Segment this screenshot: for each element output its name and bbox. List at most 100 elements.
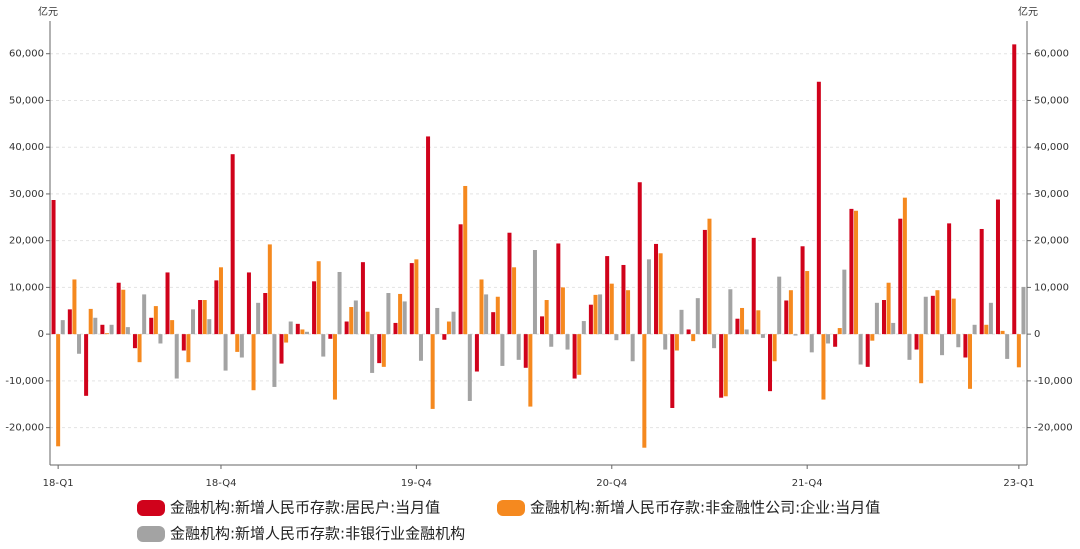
bar [984,324,989,335]
x-tick-label: 20-Q4 [596,478,627,489]
bar [988,302,993,335]
bar [956,334,961,348]
bar [560,287,565,335]
bar [712,334,717,349]
bar [723,334,728,397]
y-axis-label: 亿元 [38,5,58,18]
bar [581,321,586,335]
y2-tick-label: 60,000 [1034,49,1069,60]
bar [919,334,924,384]
y-tick-label: -20,000 [5,423,44,434]
bar [214,280,219,335]
bar [239,334,244,358]
bar [72,279,77,335]
bar [512,267,517,335]
bar [637,182,642,335]
bar [349,307,354,335]
bar [663,334,668,350]
bar [1021,286,1026,335]
bar [621,264,626,335]
bar [467,334,472,401]
bar [658,253,663,335]
bar [60,320,65,335]
bar [523,334,528,368]
bar [272,334,277,387]
bar [332,334,337,400]
bar [842,269,847,335]
bar [370,334,375,373]
y-tick-label: -10,000 [5,376,44,387]
bar [516,334,521,360]
bar [800,246,805,335]
bar [995,199,1000,335]
x-tick-label: 18-Q1 [43,478,74,489]
x-tick-label: 19-Q4 [401,478,432,489]
bar [458,224,463,335]
bar [849,208,854,335]
bar [793,334,798,336]
bar [56,334,61,447]
bar [951,298,956,335]
bar [93,317,98,335]
bar [788,290,793,335]
bar [833,334,838,347]
bar [914,334,919,350]
bar [474,334,479,372]
bar [426,136,431,335]
bar [149,317,154,335]
bar [479,279,484,335]
y2-tick-label: 40,000 [1034,142,1069,153]
bar [409,263,414,335]
bar [446,321,451,335]
bar [142,294,147,335]
legend-label: 金融机构:新增人民币存款:非金融性公司:企业:当月值 [530,499,880,517]
bar [442,334,447,340]
bar [304,331,309,335]
bar [740,307,745,335]
bar [968,334,973,389]
bar [532,250,537,335]
legend-swatch [137,526,165,542]
bar [744,329,749,335]
bar [284,334,289,343]
bar [719,334,724,398]
bar [463,185,468,335]
bar [881,300,886,335]
bar [679,309,684,335]
bar [230,154,235,335]
bar [751,237,756,335]
bar [321,334,326,357]
y-tick-label: 10,000 [9,282,44,293]
bar [654,243,659,335]
bar [837,328,842,335]
bar [702,229,707,335]
bar [418,334,423,361]
bar [312,281,317,335]
bar [191,309,196,335]
bar [670,334,675,408]
bar [186,334,191,363]
bar [300,329,305,335]
y2-tick-label: 30,000 [1034,189,1069,200]
bar [572,334,577,379]
bar [854,210,859,335]
bar [223,334,228,371]
bar [898,218,903,335]
bar [132,334,137,349]
bar [963,334,968,358]
bar [491,312,496,335]
bar [605,256,610,335]
bar [198,300,203,335]
bar [246,272,251,335]
bar [202,300,207,335]
bar [377,334,382,364]
bar [902,197,907,335]
y2-tick-label: -10,000 [1034,376,1073,387]
bar [435,307,440,335]
bar [593,294,598,335]
bar [267,244,272,335]
bar [256,302,261,335]
legend-swatch [497,500,525,516]
bar [630,334,635,362]
legend-label: 金融机构:新增人民币存款:居民户:当月值 [170,499,440,517]
